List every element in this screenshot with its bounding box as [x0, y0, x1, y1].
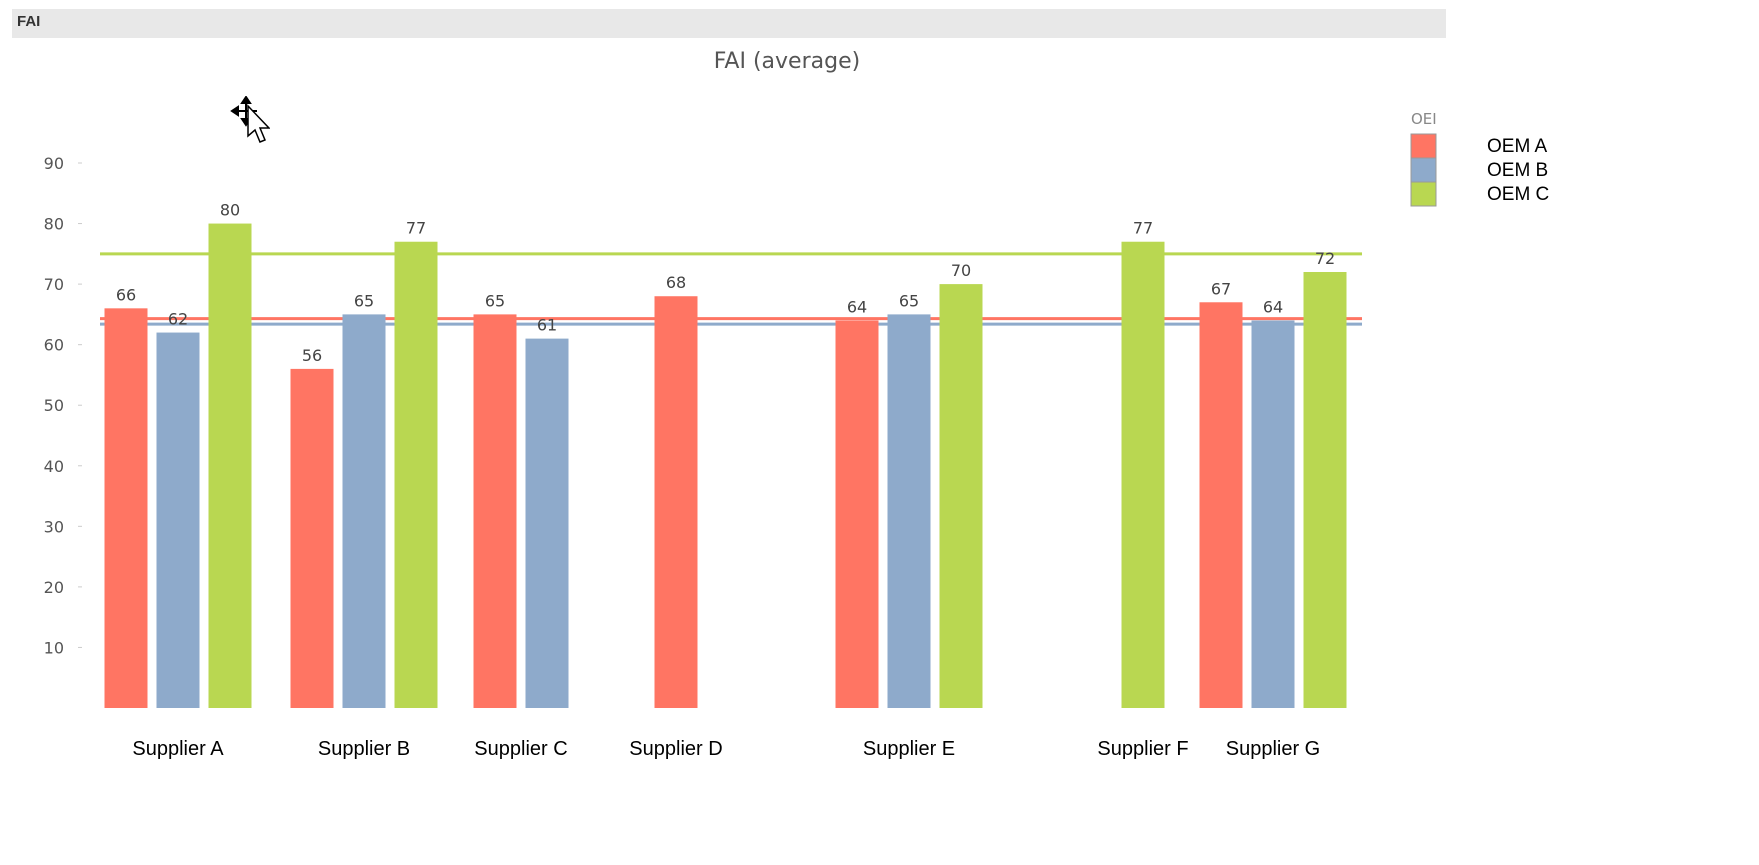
- data-label: 65: [485, 291, 505, 310]
- data-label: 61: [537, 316, 557, 335]
- reference-lines: [100, 252, 1362, 326]
- x-tick-label: Supplier A: [132, 738, 224, 760]
- bars-group: 66 62 80 56 65 77 65 61 68 64 65 70 77 67 64 72: [104, 201, 1347, 709]
- bar-oem-b: [156, 332, 200, 708]
- move-cursor-icon: [230, 96, 270, 143]
- bar-oem-a: [473, 314, 517, 708]
- y-tick-label: 70: [44, 275, 64, 294]
- x-tick-label: Supplier D: [629, 738, 722, 760]
- data-label: 64: [1263, 297, 1283, 316]
- chart-header-bar: FAI: [12, 9, 1446, 38]
- x-tick-label: Supplier G: [1226, 738, 1321, 760]
- bar-oem-c: [1121, 241, 1165, 708]
- data-label: 77: [406, 219, 426, 238]
- legend-item-label: OEM B: [1487, 160, 1548, 181]
- legend-title: OEI: [1411, 110, 1437, 128]
- data-label: 68: [666, 273, 686, 292]
- legend-swatch: [1410, 157, 1437, 183]
- data-label: 70: [951, 261, 971, 280]
- data-label: 77: [1133, 219, 1153, 238]
- bar-oem-a: [290, 368, 334, 708]
- legend-item-label: OEM A: [1487, 136, 1548, 157]
- bar-oem-a: [104, 308, 148, 708]
- x-tick-label: Supplier B: [318, 738, 410, 760]
- legend[interactable]: OEI OEM A OEM B OEM C: [1410, 110, 1549, 207]
- data-label: 72: [1315, 249, 1335, 268]
- data-label: 67: [1211, 279, 1231, 298]
- data-label: 64: [847, 297, 867, 316]
- y-tick-label: 60: [44, 336, 64, 355]
- y-tick-label: 20: [44, 578, 64, 597]
- data-label: 66: [116, 285, 136, 304]
- x-axis-labels: Supplier A Supplier B Supplier C Supplier D…: [132, 738, 1320, 760]
- data-label: 80: [220, 201, 240, 220]
- y-tick-label: 10: [44, 638, 64, 657]
- bar-oem-b: [887, 314, 931, 708]
- legend-item-label: OEM C: [1487, 184, 1549, 205]
- y-tick-label: 30: [44, 517, 64, 536]
- y-axis: 10 20 30 40 50 60 70 80 90: [44, 154, 82, 657]
- y-tick-label: 80: [44, 215, 64, 234]
- legend-swatch: [1410, 133, 1437, 159]
- bar-oem-a: [1199, 302, 1243, 708]
- y-tick-label: 40: [44, 457, 64, 476]
- bar-oem-b: [342, 314, 386, 708]
- x-tick-label: Supplier F: [1097, 738, 1188, 760]
- data-label: 56: [302, 346, 322, 365]
- y-tick-label: 90: [44, 154, 64, 173]
- data-label: 62: [168, 310, 188, 329]
- x-tick-label: Supplier C: [474, 738, 567, 760]
- y-tick-label: 50: [44, 396, 64, 415]
- bar-oem-b: [525, 338, 569, 708]
- x-tick-label: Supplier E: [863, 738, 955, 760]
- chart-title: FAI (average): [714, 49, 860, 74]
- bar-oem-b: [1251, 320, 1295, 708]
- bar-oem-a: [654, 296, 698, 708]
- bar-oem-c: [208, 223, 252, 709]
- legend-swatch: [1410, 181, 1437, 207]
- bar-oem-c: [394, 241, 438, 708]
- data-label: 65: [899, 291, 919, 310]
- bar-oem-a: [835, 320, 879, 708]
- chart-header-title: FAI: [17, 13, 41, 30]
- data-label: 65: [354, 291, 374, 310]
- bar-oem-c: [1303, 272, 1347, 708]
- bar-oem-c: [939, 284, 983, 708]
